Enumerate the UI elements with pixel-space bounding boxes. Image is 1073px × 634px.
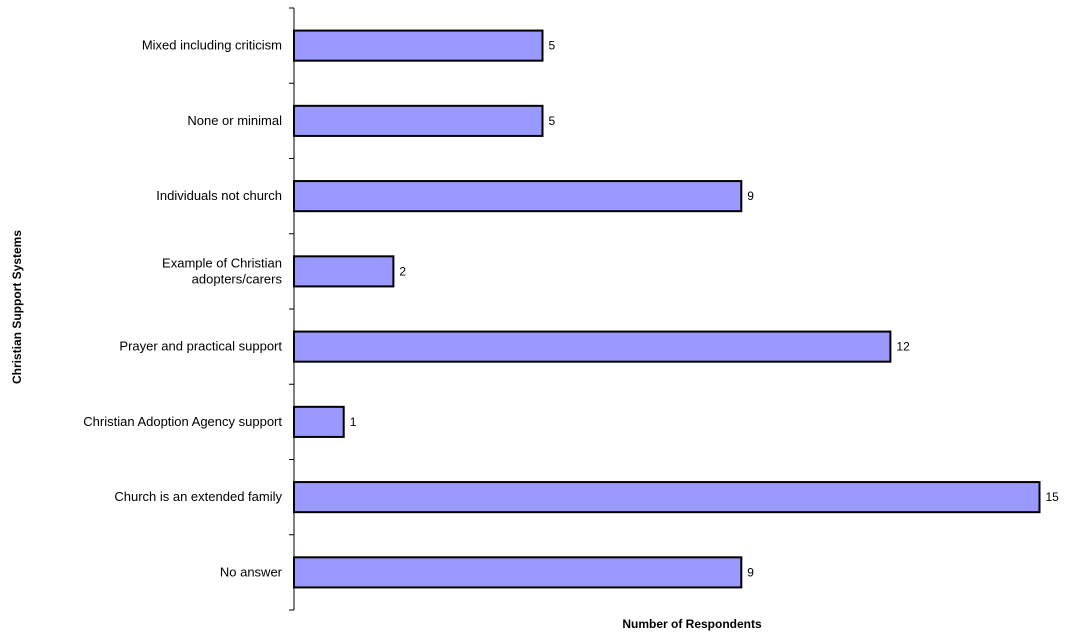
data-label: 5 — [549, 39, 556, 53]
y-axis-title: Christian Support Systems — [10, 230, 24, 384]
category-label: Example of Christian adopters/carers — [162, 255, 282, 286]
category-label: No answer — [220, 564, 283, 579]
bar — [293, 405, 345, 438]
data-label: 5 — [549, 114, 556, 128]
data-label: 15 — [1046, 490, 1060, 504]
category-label: Mixed including criticism — [142, 38, 282, 53]
bar — [293, 330, 892, 363]
x-axis-title: Number of Respondents — [622, 617, 762, 631]
category-label: Prayer and practical support — [119, 339, 282, 354]
category-label: None or minimal — [187, 113, 282, 128]
data-label: 12 — [896, 340, 910, 354]
bar — [293, 556, 743, 589]
bar — [293, 481, 1041, 514]
bar — [293, 255, 395, 288]
category-label: Individuals not church — [156, 188, 282, 203]
bar — [293, 29, 544, 62]
data-label: 9 — [747, 189, 754, 203]
data-label: 9 — [747, 565, 754, 579]
data-label: 2 — [399, 264, 406, 278]
data-label: 1 — [350, 415, 357, 429]
category-label: Christian Adoption Agency support — [83, 414, 282, 429]
bar — [293, 180, 743, 213]
bar — [293, 104, 544, 137]
category-label: Church is an extended family — [114, 489, 282, 504]
